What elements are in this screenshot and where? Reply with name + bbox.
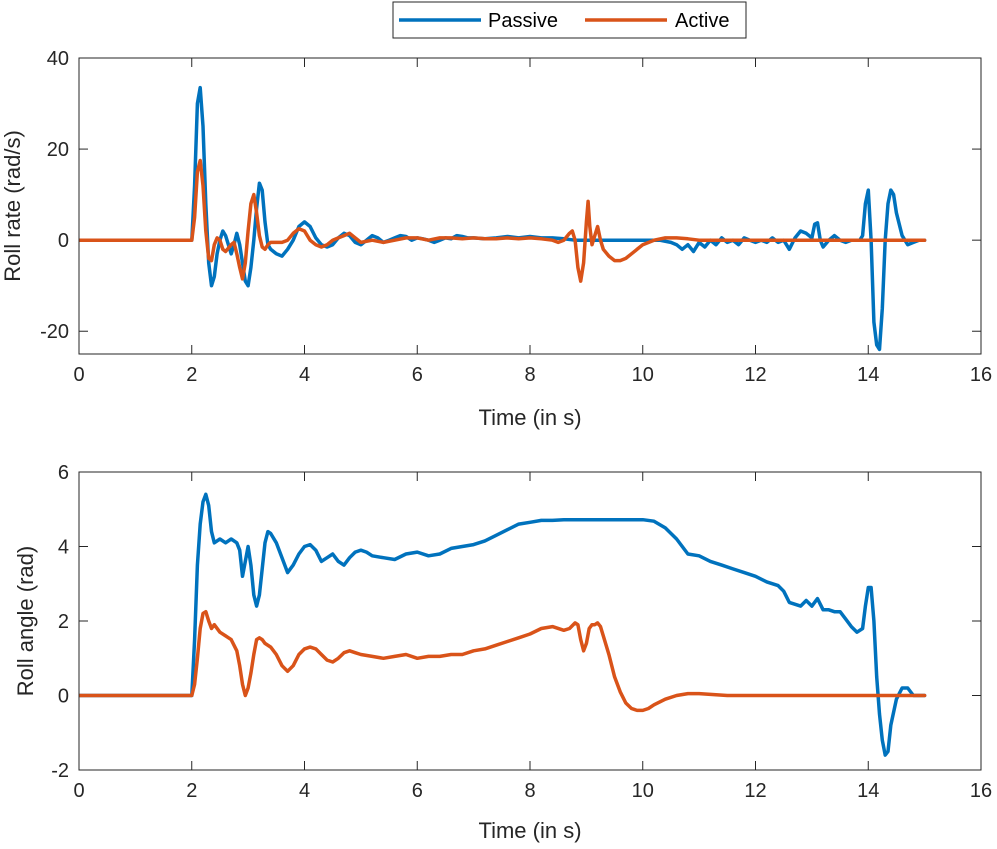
roll-rate-xtick-label: 0 <box>73 364 84 386</box>
roll-rate-ticks <box>78 57 982 354</box>
roll-angle-series-active <box>79 609 927 713</box>
roll-rate-xtick-label: 10 <box>632 364 654 386</box>
roll-rate-xtick-label: 4 <box>299 364 310 386</box>
roll-angle-axes-frame <box>78 471 982 771</box>
roll-rate-series-active <box>79 158 927 283</box>
roll-rate-axes-frame <box>78 57 982 355</box>
roll-angle-ytick-label: 4 <box>58 537 69 559</box>
roll-rate-ytick-label: 40 <box>47 48 69 70</box>
roll-angle-series-passive <box>79 492 927 757</box>
legend-label-passive: Passive <box>488 10 558 32</box>
roll-angle-xtick-label: 8 <box>524 780 535 802</box>
roll-angle-xtick-label: 10 <box>632 780 654 802</box>
roll-rate-xtick-label: 6 <box>412 364 423 386</box>
roll-rate-xtick-label: 12 <box>744 364 766 386</box>
roll-rate-ytick-label: 0 <box>58 230 69 252</box>
roll-rate-ytick-label: 20 <box>47 139 69 161</box>
roll-angle-series <box>79 492 927 757</box>
roll-angle-ytick-label: 6 <box>58 462 69 484</box>
roll-rate-xtick-label: 2 <box>186 364 197 386</box>
roll-rate-xtick-label: 14 <box>857 364 879 386</box>
roll-angle-ytick-label: 0 <box>58 686 69 708</box>
roll-angle-xlabel: Time (in s) <box>478 818 581 843</box>
roll-rate-ylabel: Roll rate (rad/s) <box>0 130 25 282</box>
roll-angle-xtick-label: 0 <box>73 780 84 802</box>
roll-angle-xtick-label: 12 <box>744 780 766 802</box>
roll-angle-xtick-label: 2 <box>186 780 197 802</box>
roll-angle-xtick-label: 6 <box>412 780 423 802</box>
roll-angle-xtick-label: 16 <box>970 780 992 802</box>
roll-angle-xtick-label: 14 <box>857 780 879 802</box>
roll-angle-ylabel: Roll angle (rad) <box>13 546 38 696</box>
roll-rate-xtick-label: 8 <box>524 364 535 386</box>
roll-rate-ytick-label: -20 <box>40 321 69 343</box>
roll-angle-ytick-label: 2 <box>58 611 69 633</box>
legend-label-active: Active <box>675 10 729 32</box>
roll-rate-series <box>79 85 927 352</box>
legend: Passive Active <box>392 1 747 39</box>
roll-rate-xtick-label: 16 <box>970 364 992 386</box>
roll-angle-ytick-label: -2 <box>51 760 69 782</box>
roll-angle-xtick-label: 4 <box>299 780 310 802</box>
roll-rate-xlabel: Time (in s) <box>478 405 581 430</box>
